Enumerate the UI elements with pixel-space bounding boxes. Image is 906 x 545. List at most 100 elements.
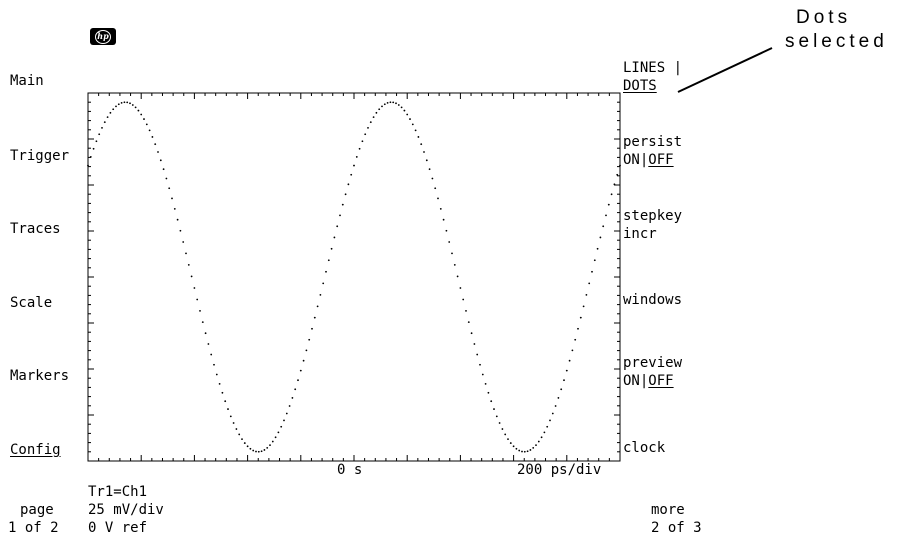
waveform-dot	[241, 438, 243, 440]
persist-on: ON	[623, 152, 640, 168]
waveform-dot	[476, 353, 479, 356]
waveform-dot	[171, 197, 173, 200]
waveform-dot	[568, 359, 571, 362]
waveform-dot	[243, 442, 246, 444]
waveform-dot	[109, 111, 112, 114]
waveform-dot	[403, 109, 406, 112]
waveform-dot	[439, 208, 442, 210]
waveform-dot	[210, 353, 213, 356]
waveform-dot	[593, 259, 596, 262]
waveform-dot	[246, 445, 249, 448]
waveform-dot	[551, 412, 554, 415]
waveform-dot	[591, 270, 593, 273]
waveform-dot	[260, 450, 263, 453]
waveform-dot	[140, 113, 143, 116]
waveform-dot	[347, 183, 350, 186]
stepkey-label: stepkey	[623, 208, 683, 224]
stepkey-value: incr	[623, 226, 657, 242]
waveform-dot	[325, 270, 327, 273]
center-time-label: 0 s	[337, 462, 363, 478]
vertical-scale: 25 mV/div	[88, 502, 164, 518]
preview-sep: |	[639, 373, 649, 389]
waveform-dot	[437, 197, 439, 200]
waveform-dot	[193, 287, 196, 289]
waveform-dot	[350, 173, 353, 176]
waveform-dot	[509, 442, 512, 444]
waveform-dot	[428, 168, 431, 171]
waveform-dot	[266, 447, 269, 449]
waveform-dot	[487, 391, 490, 394]
softkey-main[interactable]: Main	[10, 73, 44, 89]
waveform-dot	[574, 338, 577, 341]
waveform-dot	[392, 101, 395, 104]
softkey-trigger[interactable]: Trigger	[10, 148, 70, 164]
waveform-dot	[479, 363, 481, 366]
waveform-dot	[252, 449, 255, 452]
waveform-trace	[87, 101, 621, 453]
waveform-dot	[596, 247, 599, 250]
waveform-dot	[126, 101, 129, 104]
waveform-dot	[613, 183, 616, 186]
waveform-dot	[526, 450, 529, 453]
waveform-dot	[137, 109, 140, 112]
waveform-dot	[543, 431, 546, 434]
waveform-dot	[131, 104, 134, 106]
waveform-dot	[333, 236, 336, 239]
waveform-dot	[199, 309, 201, 312]
waveform-dot	[143, 118, 145, 120]
waveform-dot	[120, 101, 123, 104]
waveform-dot	[283, 419, 285, 422]
waveform-dot	[294, 388, 297, 391]
waveform-dot	[182, 241, 185, 243]
waveform-dot	[442, 218, 445, 221]
persist-off: OFF	[648, 152, 674, 168]
waveform-dot	[445, 229, 448, 232]
waveform-dot	[367, 126, 369, 129]
softkey-scale[interactable]: Scale	[10, 295, 53, 311]
waveform-dot	[512, 445, 515, 448]
softkey-windows[interactable]: windows	[623, 292, 683, 308]
waveform-dot	[417, 136, 420, 138]
waveform-dot	[112, 108, 115, 111]
softkey-markers[interactable]: Markers	[10, 368, 70, 384]
waveform-dot	[249, 447, 252, 450]
waveform-dot	[274, 436, 277, 439]
waveform-dot	[299, 369, 302, 372]
waveform-dot	[218, 383, 221, 385]
softkey-config[interactable]: Config	[10, 442, 61, 458]
waveform-dot	[610, 193, 613, 196]
waveform-dot	[129, 102, 131, 105]
waveform-dot	[381, 105, 383, 108]
waveform-dot	[425, 159, 428, 162]
waveform-dot	[406, 113, 409, 116]
callout-pointer-line	[677, 47, 773, 93]
persist-options: ON|OFF	[623, 152, 674, 168]
waveform-dot	[495, 415, 498, 418]
softkey-clock[interactable]: clock	[623, 440, 666, 456]
waveform-dot	[565, 369, 568, 372]
waveform-dot	[563, 379, 565, 382]
softkey-traces[interactable]: Traces	[10, 221, 61, 237]
waveform-dot	[154, 143, 157, 146]
waveform-dot	[89, 156, 92, 158]
waveform-dot	[386, 101, 389, 104]
waveform-dot	[157, 151, 159, 153]
waveform-dot	[148, 129, 151, 132]
waveform-dot	[98, 133, 101, 136]
waveform-dot	[549, 419, 551, 422]
page-label: page	[20, 502, 54, 518]
waveform-dot	[546, 425, 549, 428]
waveform-dot	[232, 422, 235, 424]
dots-option: DOTS	[623, 78, 657, 94]
waveform-dot	[173, 208, 176, 210]
waveform-dot	[467, 321, 470, 324]
waveform-dot	[336, 225, 339, 228]
waveform-dot	[462, 298, 465, 301]
waveform-dot	[201, 321, 204, 324]
waveform-dot	[311, 327, 313, 330]
waveform-dot	[297, 379, 299, 382]
waveform-dot	[607, 203, 610, 206]
waveform-dot	[397, 104, 400, 106]
waveform-dot	[280, 425, 283, 428]
waveform-dot	[448, 241, 451, 243]
